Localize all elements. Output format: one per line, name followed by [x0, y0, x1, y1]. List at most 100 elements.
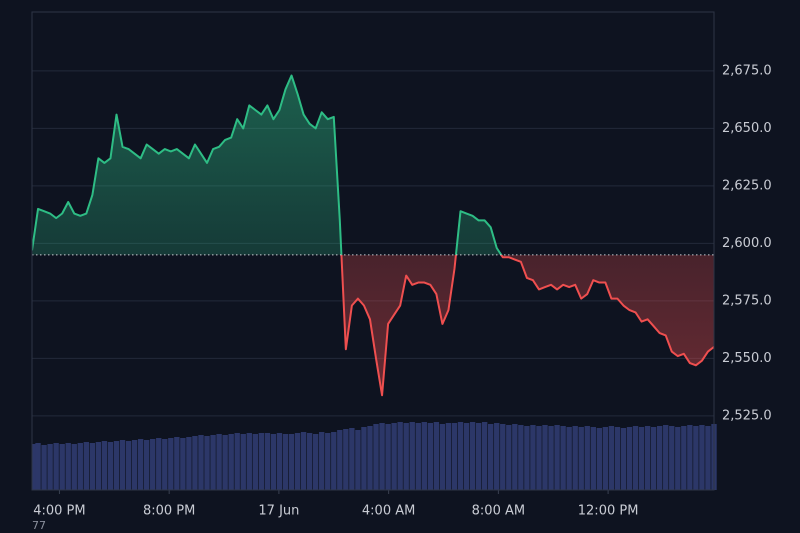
- volume-bar: [475, 423, 482, 490]
- volume-bar: [518, 425, 524, 490]
- volume-bar: [445, 423, 452, 490]
- volume-bar: [264, 433, 271, 490]
- volume-bar: [113, 441, 120, 490]
- volume-bar: [252, 434, 259, 490]
- plot-frame: [31, 11, 715, 491]
- volume-bar: [119, 440, 126, 490]
- volume-bar: [282, 434, 289, 490]
- volume-bar: [656, 426, 663, 490]
- volume-bar: [65, 443, 71, 490]
- volume-bar: [306, 433, 313, 490]
- volume-bar: [294, 433, 301, 490]
- volume-bar: [240, 434, 246, 490]
- x-tick-label: 8:00 PM: [143, 504, 195, 519]
- y-tick-label: 2,525.0: [722, 408, 772, 423]
- y-tick-label: 2,600.0: [722, 236, 772, 251]
- volume-bar: [512, 424, 518, 490]
- volume-bar: [469, 422, 476, 490]
- volume-bar: [71, 444, 77, 490]
- volume-bar: [319, 432, 325, 490]
- volume-bar: [481, 422, 488, 490]
- y-tick-label: 2,575.0: [722, 293, 772, 308]
- volume-bar: [162, 439, 168, 490]
- volume-bar: [524, 426, 530, 490]
- volume-bar: [560, 426, 566, 490]
- volume-bar: [487, 424, 494, 490]
- volume-bar: [107, 442, 114, 490]
- volume-bar: [83, 442, 90, 490]
- volume-bar: [650, 427, 657, 490]
- volume-bar: [198, 435, 204, 490]
- volume-bar: [95, 442, 102, 490]
- x-tick-label: 4:00 PM: [33, 504, 85, 519]
- volume-bar: [180, 438, 186, 490]
- line-down: [340, 254, 714, 397]
- y-tick-label: 2,650.0: [722, 121, 772, 136]
- volume-bar: [288, 434, 295, 490]
- volume-bar: [699, 425, 705, 490]
- volume-bar: [101, 441, 108, 490]
- volume-bar: [548, 426, 554, 490]
- volume-bar: [530, 425, 536, 490]
- volume-bar: [566, 427, 572, 490]
- volume-bar: [246, 433, 252, 490]
- volume-bar: [270, 434, 277, 490]
- volume-bar: [427, 423, 434, 490]
- volume-bar: [192, 436, 198, 490]
- volume-bar: [693, 426, 699, 490]
- volume-bar: [77, 443, 83, 490]
- line-up: [32, 74, 503, 255]
- volume-bar: [325, 433, 331, 490]
- volume-bar: [204, 436, 210, 490]
- volume-bar: [234, 433, 240, 490]
- volume-bar: [174, 437, 180, 490]
- x-tick-label: 4:00 AM: [362, 504, 415, 519]
- volume-bar: [343, 429, 349, 490]
- volume-bar: [669, 426, 675, 490]
- volume-bar: [228, 434, 234, 490]
- volume-bar: [137, 439, 144, 490]
- volume-bar: [391, 423, 397, 490]
- volume-bar: [542, 425, 548, 490]
- volume-bar: [300, 432, 307, 490]
- volume-bar: [355, 430, 361, 490]
- volume-bar: [216, 434, 222, 490]
- volume-bar: [397, 422, 403, 490]
- volume-bar: [89, 443, 96, 490]
- volume-bar: [156, 438, 162, 490]
- volume-bar: [47, 444, 53, 490]
- volume-bar: [705, 426, 711, 490]
- volume-bar: [168, 438, 174, 490]
- volume-bar: [337, 430, 343, 490]
- volume-bar: [451, 423, 458, 490]
- volume-bar: [596, 428, 603, 490]
- volume-bar: [494, 423, 500, 490]
- volume-bar: [506, 425, 512, 490]
- volume-bar: [35, 443, 41, 490]
- volume-bar: [608, 426, 615, 490]
- area-up: [32, 75, 714, 255]
- volume-bar: [578, 427, 584, 490]
- x-tick-label: 12:00 PM: [578, 504, 639, 519]
- volume-bar: [632, 426, 639, 490]
- volume-bar: [367, 426, 373, 490]
- volume-bar: [53, 443, 59, 490]
- y-tick-label: 2,625.0: [722, 178, 772, 193]
- volume-bar: [500, 424, 506, 490]
- volume-bar: [614, 427, 621, 490]
- volume-bar: [143, 440, 150, 490]
- volume-bar: [222, 435, 228, 490]
- volume-bar: [602, 427, 609, 490]
- volume-bar: [584, 426, 590, 490]
- volume-bar: [590, 427, 596, 490]
- volume-bar: [554, 425, 560, 490]
- volume-bar: [433, 422, 440, 490]
- x-tick-label: 17 Jun: [258, 504, 299, 519]
- volume-bar: [210, 435, 216, 490]
- volume-bar: [312, 434, 319, 490]
- volume-bar: [361, 427, 367, 490]
- volume-bar: [331, 432, 337, 490]
- volume-bar: [457, 422, 464, 490]
- volume-bar: [536, 426, 542, 490]
